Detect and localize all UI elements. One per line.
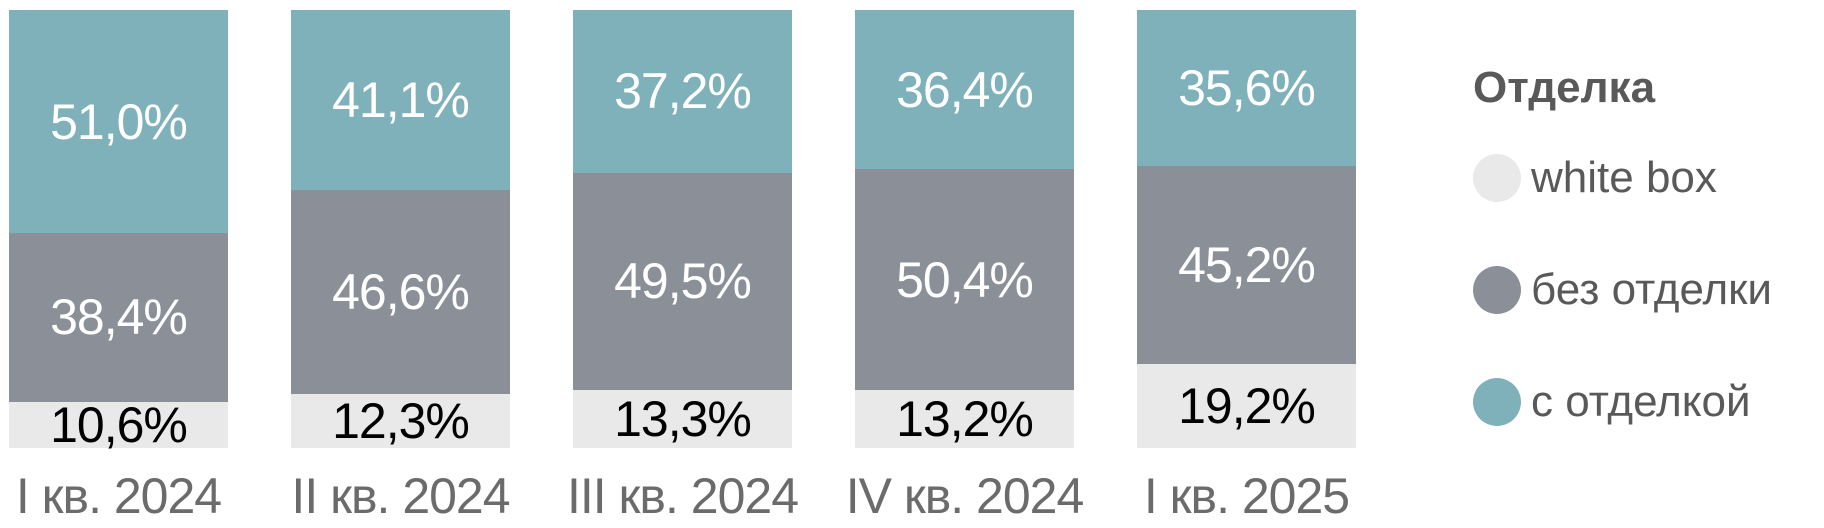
- bar-segment-s-otdelkoy: 37,2%: [573, 10, 792, 173]
- bar-group-q1-2024: 51,0% 38,4% 10,6% I кв. 2024: [9, 10, 228, 524]
- legend-item-white-box: white box: [1473, 153, 1772, 203]
- stacked-bar: 41,1% 46,6% 12,3%: [291, 10, 510, 448]
- stacked-bar: 51,0% 38,4% 10,6%: [9, 10, 228, 453]
- segment-value-label: 36,4%: [896, 61, 1034, 118]
- bar-segment-white-box: 13,2%: [855, 390, 1074, 448]
- bar-segment-white-box: 12,3%: [291, 394, 510, 448]
- x-axis-label: I кв. 2024: [15, 468, 222, 524]
- legend-item-label: без отделки: [1531, 265, 1772, 315]
- segment-value-label: 37,2%: [614, 63, 752, 120]
- bar-segment-bez-otdelki: 50,4%: [855, 169, 1074, 391]
- segment-value-label: 49,5%: [614, 253, 752, 310]
- legend-swatch-white-box-icon: [1473, 154, 1521, 203]
- segment-value-label: 41,1%: [332, 72, 470, 128]
- segment-value-label: 51,0%: [50, 93, 188, 150]
- segment-value-label: 45,2%: [1178, 236, 1316, 293]
- bar-segment-bez-otdelki: 49,5%: [573, 172, 792, 390]
- x-axis-label: IV кв. 2024: [845, 468, 1085, 524]
- x-axis-label: II кв. 2024: [291, 468, 510, 524]
- bar-segment-bez-otdelki: 38,4%: [9, 233, 228, 402]
- bar-group-q3-2024: 37,2% 49,5% 13,3% III кв. 2024: [566, 10, 799, 524]
- bar-segment-white-box: 10,6%: [9, 396, 228, 453]
- legend-title: Отделка: [1473, 63, 1656, 112]
- segment-value-label: 35,6%: [1178, 59, 1316, 116]
- bar-segment-s-otdelkoy: 51,0%: [9, 10, 228, 234]
- stacked-bar: 36,4% 50,4% 13,2%: [855, 10, 1074, 448]
- stacked-bar-plot: 51,0% 38,4% 10,6% I кв. 2024 41,1% 46,6%: [9, 10, 1356, 524]
- bar-segment-bez-otdelki: 46,6%: [291, 190, 510, 395]
- bar-segment-white-box: 19,2%: [1137, 363, 1356, 448]
- bar-group-q2-2024: 41,1% 46,6% 12,3% II кв. 2024: [291, 10, 511, 524]
- bar-segment-bez-otdelki: 45,2%: [1137, 165, 1356, 364]
- legend-swatch-bez-otdelki-icon: [1473, 266, 1521, 315]
- x-axis-label: I кв. 2025: [1143, 468, 1350, 524]
- legend-item-bez-otdelki: без отделки: [1473, 265, 1772, 315]
- segment-value-label: 50,4%: [896, 251, 1034, 308]
- segment-value-label: 38,4%: [50, 289, 188, 346]
- bar-segment-s-otdelkoy: 41,1%: [291, 10, 510, 191]
- legend-item-s-otdelkoy: с отделкой: [1473, 377, 1772, 427]
- segment-value-label: 13,2%: [896, 391, 1034, 448]
- segment-value-label: 19,2%: [1178, 377, 1316, 434]
- bar-group-q1-2025: 35,6% 45,2% 19,2% I кв. 2025: [1137, 10, 1356, 524]
- stacked-bar: 35,6% 45,2% 19,2%: [1137, 10, 1356, 448]
- bar-segment-s-otdelkoy: 36,4%: [855, 10, 1074, 170]
- legend-item-label: white box: [1531, 153, 1717, 203]
- bar-segment-s-otdelkoy: 35,6%: [1137, 10, 1356, 166]
- chart-legend: Отделка white box без отделки с отделкой: [1473, 63, 1772, 490]
- x-axis-label: III кв. 2024: [566, 468, 799, 524]
- bar-segment-white-box: 13,3%: [573, 389, 792, 448]
- bar-group-q4-2024: 36,4% 50,4% 13,2% IV кв. 2024: [845, 10, 1085, 524]
- stacked-bar: 37,2% 49,5% 13,3%: [573, 10, 792, 448]
- legend-swatch-s-otdelkoy-icon: [1473, 378, 1521, 427]
- segment-value-label: 13,3%: [614, 390, 752, 447]
- segment-value-label: 46,6%: [332, 264, 470, 321]
- segment-value-label: 12,3%: [332, 393, 470, 450]
- segment-value-label: 10,6%: [50, 396, 188, 453]
- legend-item-label: с отделкой: [1531, 377, 1751, 427]
